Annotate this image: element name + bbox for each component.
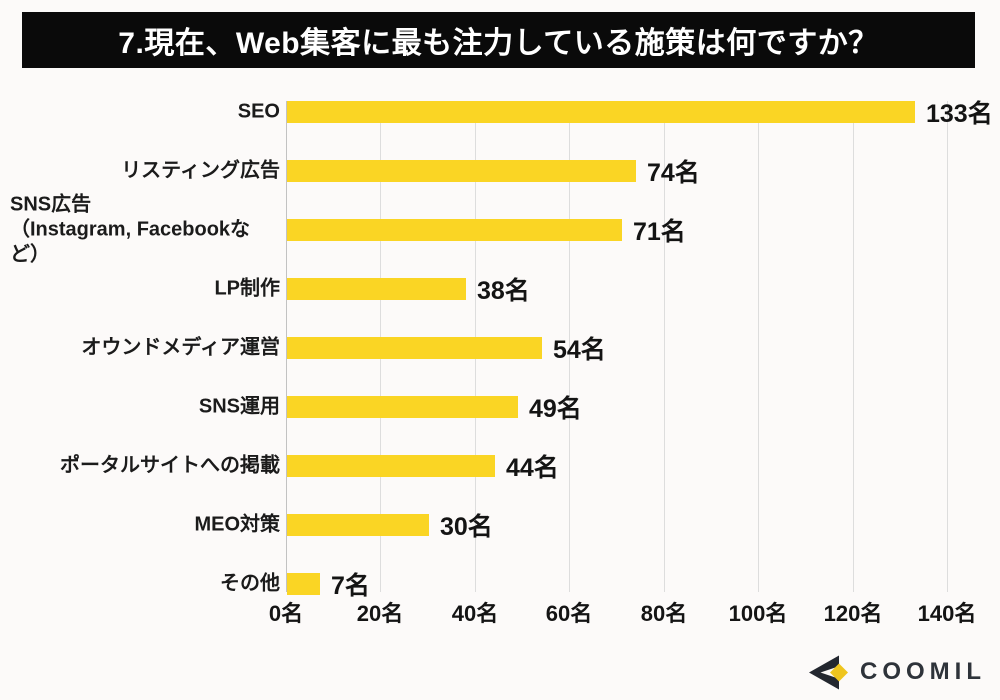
category-label: オウンドメディア運営	[81, 336, 280, 359]
gridline	[569, 101, 570, 592]
value-label: 44名	[506, 454, 559, 482]
bar	[287, 455, 495, 477]
x-tick-label: 140名	[917, 601, 977, 626]
value-label: 71名	[633, 218, 686, 246]
gridline	[664, 101, 665, 592]
value-label: 133名	[926, 100, 993, 128]
title-banner: 7.現在、Web集客に最も注力している施策は何ですか？	[22, 12, 975, 68]
value-label: 74名	[647, 159, 700, 187]
category-label: ポータルサイトへの掲載	[60, 454, 280, 477]
x-tick-label: 0名	[268, 601, 304, 626]
bar	[287, 396, 518, 418]
page-title: 7.現在、Web集客に最も注力している施策は何ですか？	[118, 27, 879, 60]
bar	[287, 573, 320, 595]
coomil-logo: COOMIL	[808, 653, 986, 691]
bar	[287, 160, 636, 182]
category-label: その他	[220, 572, 280, 595]
category-label: リスティング広告	[121, 159, 280, 182]
category-label: SNS広告 （Instagram, Facebookなど）	[10, 193, 251, 266]
x-tick-label: 40名	[451, 601, 499, 626]
value-label: 49名	[529, 395, 582, 423]
bar	[287, 278, 466, 300]
category-label: MEO対策	[194, 513, 280, 536]
x-tick-label: 120名	[823, 601, 883, 626]
x-tick-label: 20名	[356, 601, 404, 626]
gridline	[758, 101, 759, 592]
value-label: 30名	[440, 513, 493, 541]
gridline	[853, 101, 854, 592]
bar	[287, 219, 622, 241]
brand-name: COOMIL	[860, 658, 986, 685]
y-axis-line	[286, 101, 287, 592]
value-label: 7名	[331, 572, 370, 600]
x-tick-label: 100名	[728, 601, 788, 626]
coomil-chevron-diamond-icon	[809, 655, 848, 689]
bar	[287, 514, 429, 536]
x-tick-label: 80名	[640, 601, 688, 626]
category-label: SEO	[237, 100, 280, 123]
bar	[287, 337, 542, 359]
category-label: LP制作	[214, 277, 280, 300]
value-label: 38名	[477, 277, 530, 305]
bar	[287, 101, 915, 123]
value-label: 54名	[553, 336, 606, 364]
category-label: SNS運用	[198, 395, 280, 418]
gridline	[947, 101, 948, 592]
x-tick-label: 60名	[545, 601, 593, 626]
